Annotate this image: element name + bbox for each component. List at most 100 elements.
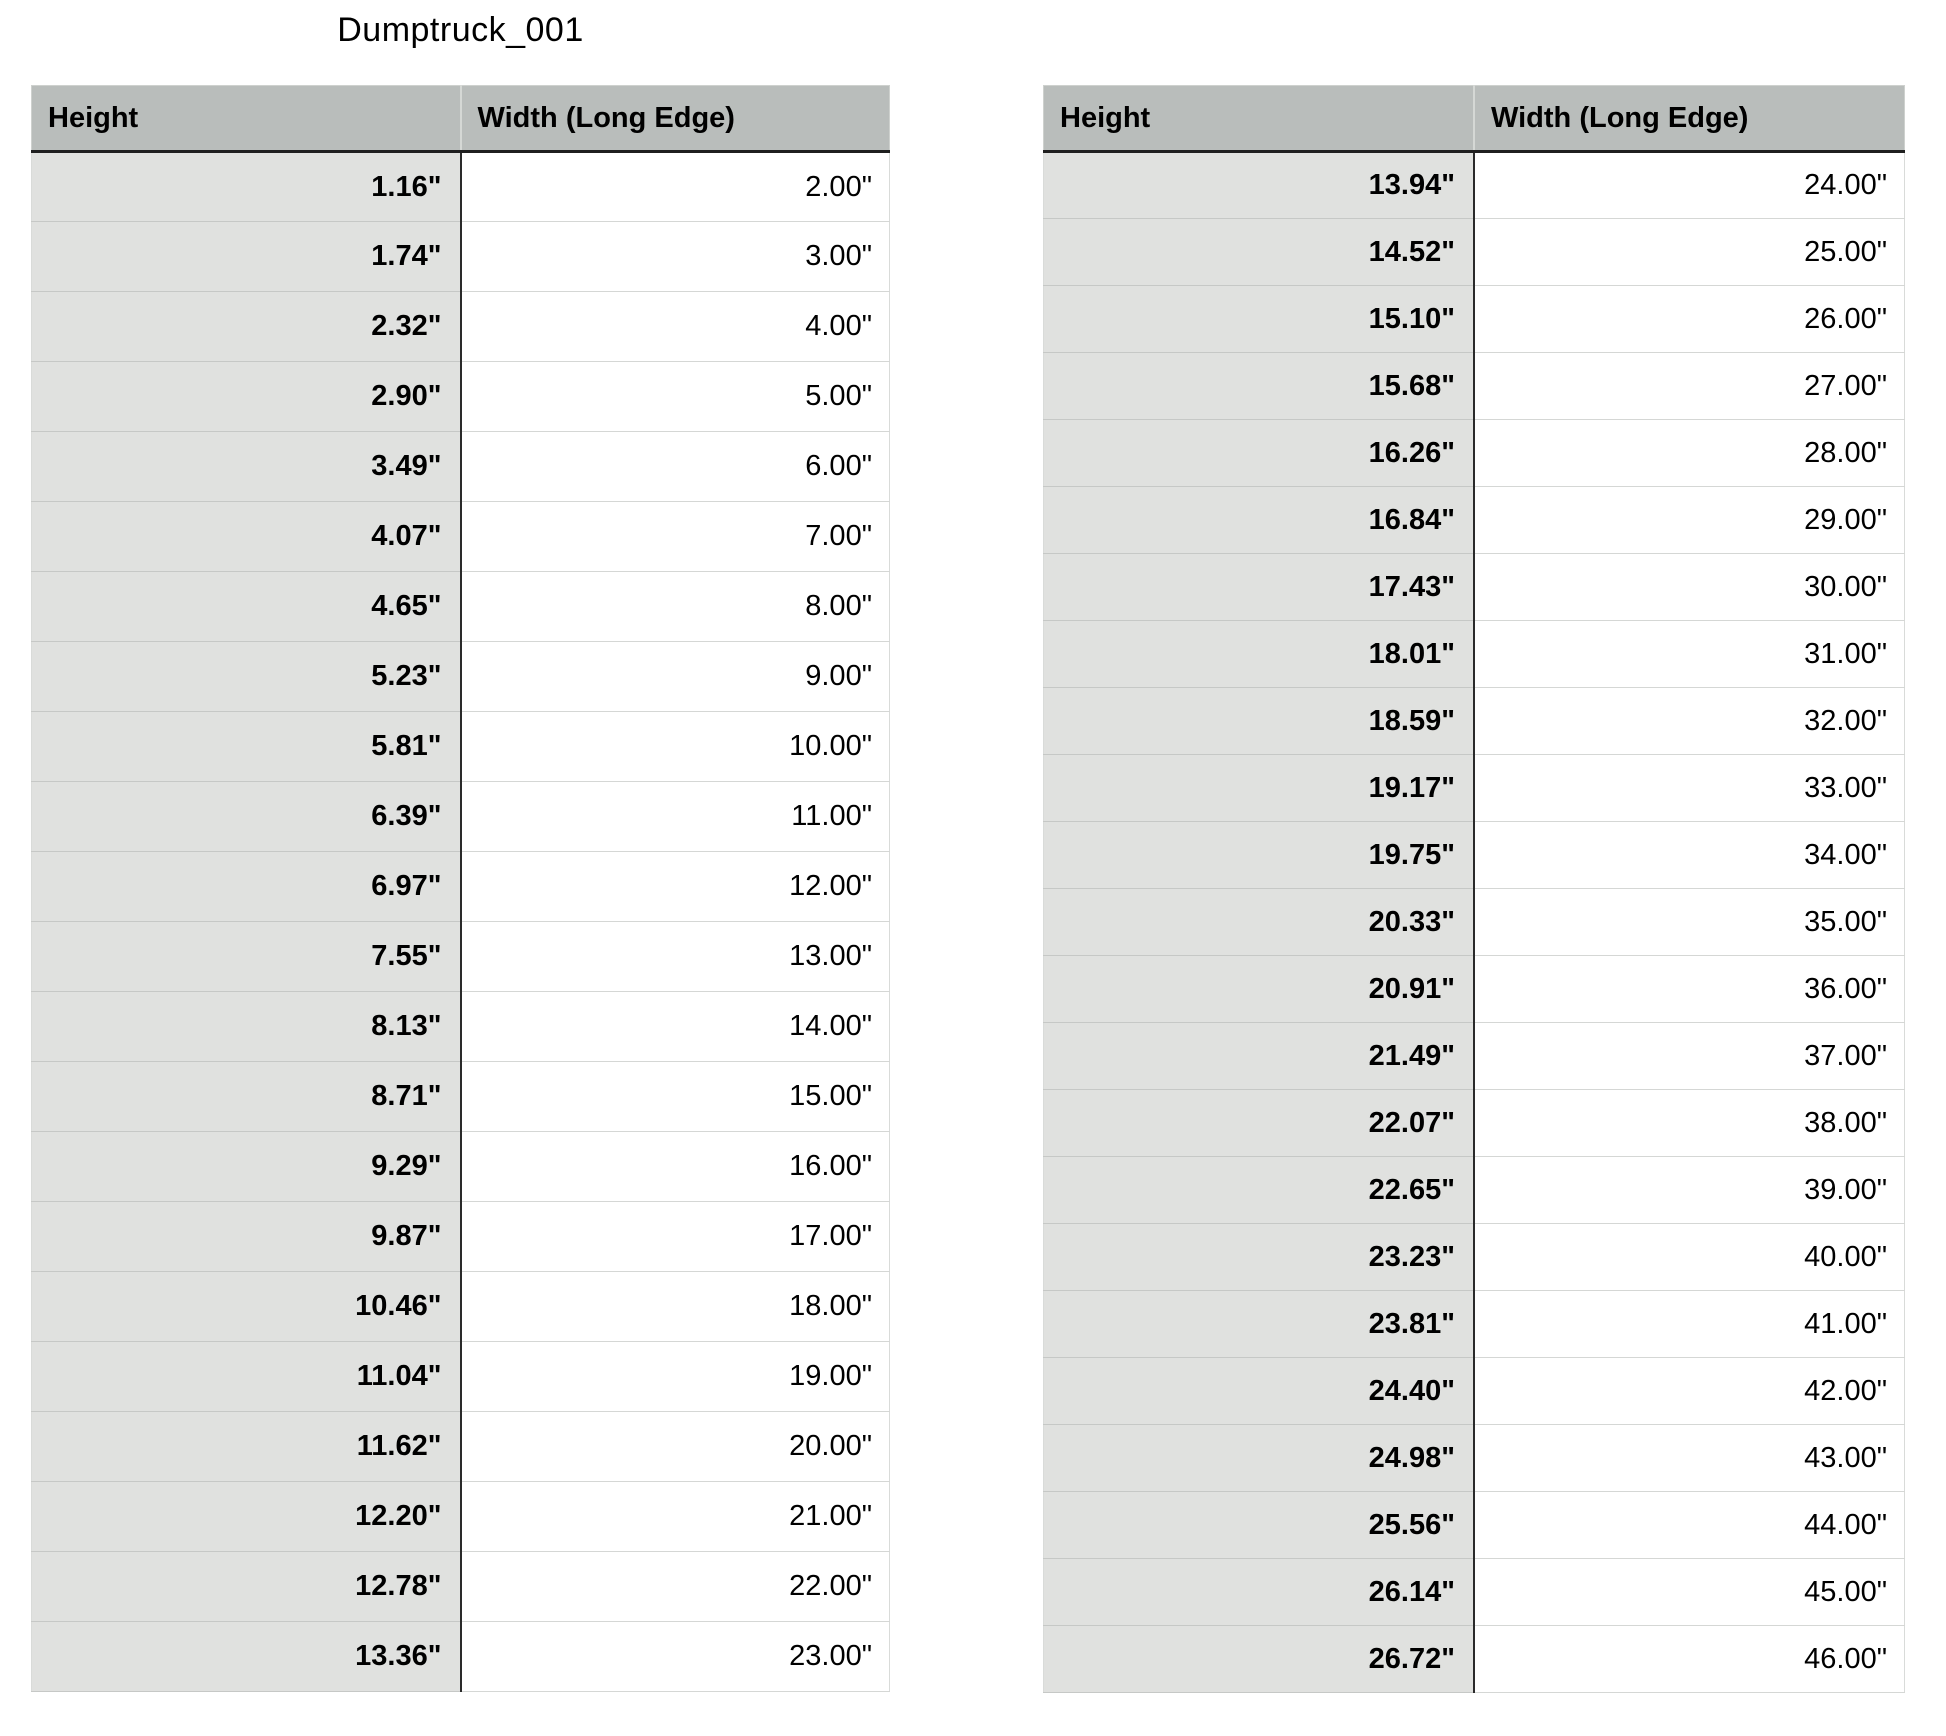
height-cell: 20.33" xyxy=(1043,888,1475,956)
table-row: 22.65" 39.00" xyxy=(1043,1156,1905,1224)
height-cell: 26.72" xyxy=(1043,1625,1475,1693)
width-cell: 43.00" xyxy=(1474,1424,1905,1492)
height-cell: 9.87" xyxy=(31,1201,462,1272)
height-cell: 25.56" xyxy=(1043,1491,1475,1559)
height-cell: 11.62" xyxy=(31,1411,462,1482)
width-cell: 21.00" xyxy=(460,1481,890,1552)
height-cell: 14.52" xyxy=(1043,218,1475,286)
column-header-height: Height xyxy=(1043,85,1475,153)
table-row: 15.10" 26.00" xyxy=(1043,285,1905,353)
table-row: 9.29" 16.00" xyxy=(31,1131,890,1202)
height-cell: 5.81" xyxy=(31,711,462,782)
width-cell: 5.00" xyxy=(460,361,890,432)
table-row: 1.74" 3.00" xyxy=(31,221,890,292)
width-cell: 33.00" xyxy=(1474,754,1905,822)
height-cell: 12.78" xyxy=(31,1551,462,1622)
width-cell: 13.00" xyxy=(460,921,890,992)
height-cell: 23.23" xyxy=(1043,1223,1475,1291)
width-cell: 16.00" xyxy=(460,1131,890,1202)
width-cell: 14.00" xyxy=(460,991,890,1062)
width-cell: 39.00" xyxy=(1474,1156,1905,1224)
height-cell: 20.91" xyxy=(1043,955,1475,1023)
height-cell: 2.32" xyxy=(31,291,462,362)
height-cell: 3.49" xyxy=(31,431,462,502)
width-cell: 29.00" xyxy=(1474,486,1905,554)
width-cell: 45.00" xyxy=(1474,1558,1905,1626)
table-row: 16.26" 28.00" xyxy=(1043,419,1905,487)
width-cell: 3.00" xyxy=(460,221,890,292)
table-row: 7.55" 13.00" xyxy=(31,921,890,992)
width-cell: 12.00" xyxy=(460,851,890,922)
width-cell: 25.00" xyxy=(1474,218,1905,286)
table-row: 20.91" 36.00" xyxy=(1043,955,1905,1023)
table-row: 19.17" 33.00" xyxy=(1043,754,1905,822)
table-row: 14.52" 25.00" xyxy=(1043,218,1905,286)
column-header-width: Width (Long Edge) xyxy=(1474,85,1905,153)
height-cell: 22.07" xyxy=(1043,1089,1475,1157)
height-cell: 2.90" xyxy=(31,361,462,432)
width-cell: 8.00" xyxy=(460,571,890,642)
table-row: 3.49" 6.00" xyxy=(31,431,890,502)
table-row: 5.81" 10.00" xyxy=(31,711,890,782)
height-cell: 18.01" xyxy=(1043,620,1475,688)
width-cell: 37.00" xyxy=(1474,1022,1905,1090)
table-row: 24.98" 43.00" xyxy=(1043,1424,1905,1492)
width-cell: 28.00" xyxy=(1474,419,1905,487)
table-row: 13.94" 24.00" xyxy=(1043,151,1905,219)
width-cell: 23.00" xyxy=(460,1621,890,1692)
width-cell: 4.00" xyxy=(460,291,890,362)
height-cell: 22.65" xyxy=(1043,1156,1475,1224)
width-cell: 36.00" xyxy=(1474,955,1905,1023)
table-row: 5.23" 9.00" xyxy=(31,641,890,712)
table-row: 6.97" 12.00" xyxy=(31,851,890,922)
width-cell: 20.00" xyxy=(460,1411,890,1482)
header-row: Height Width (Long Edge) xyxy=(31,85,890,153)
table-row: 23.81" 41.00" xyxy=(1043,1290,1905,1358)
column-header-height: Height xyxy=(31,85,462,153)
height-cell: 4.07" xyxy=(31,501,462,572)
table-row: 21.49" 37.00" xyxy=(1043,1022,1905,1090)
height-cell: 5.23" xyxy=(31,641,462,712)
page-title: Dumptruck_001 xyxy=(337,11,584,49)
height-cell: 15.68" xyxy=(1043,352,1475,420)
table-row: 26.72" 46.00" xyxy=(1043,1625,1905,1693)
table-row: 17.43" 30.00" xyxy=(1043,553,1905,621)
width-cell: 17.00" xyxy=(460,1201,890,1272)
width-cell: 31.00" xyxy=(1474,620,1905,688)
height-cell: 19.75" xyxy=(1043,821,1475,889)
height-cell: 10.46" xyxy=(31,1271,462,1342)
table-row: 12.78" 22.00" xyxy=(31,1551,890,1622)
table-row: 8.13" 14.00" xyxy=(31,991,890,1062)
table-row: 11.62" 20.00" xyxy=(31,1411,890,1482)
width-cell: 22.00" xyxy=(460,1551,890,1622)
table-row: 19.75" 34.00" xyxy=(1043,821,1905,889)
table-row: 11.04" 19.00" xyxy=(31,1341,890,1412)
width-cell: 24.00" xyxy=(1474,151,1905,219)
height-cell: 21.49" xyxy=(1043,1022,1475,1090)
height-cell: 17.43" xyxy=(1043,553,1475,621)
height-cell: 24.98" xyxy=(1043,1424,1475,1492)
width-cell: 35.00" xyxy=(1474,888,1905,956)
height-cell: 6.39" xyxy=(31,781,462,852)
width-cell: 10.00" xyxy=(460,711,890,782)
width-cell: 30.00" xyxy=(1474,553,1905,621)
height-cell: 8.71" xyxy=(31,1061,462,1132)
size-table-left: Height Width (Long Edge) 1.16" 2.00" 1.74"… xyxy=(31,85,890,1692)
table-row: 10.46" 18.00" xyxy=(31,1271,890,1342)
table-row: 9.87" 17.00" xyxy=(31,1201,890,1272)
height-cell: 4.65" xyxy=(31,571,462,642)
size-table-right: Height Width (Long Edge) 13.94" 24.00" 14.… xyxy=(1043,85,1905,1693)
height-cell: 9.29" xyxy=(31,1131,462,1202)
table-row: 12.20" 21.00" xyxy=(31,1481,890,1552)
width-cell: 34.00" xyxy=(1474,821,1905,889)
height-cell: 18.59" xyxy=(1043,687,1475,755)
table-row: 18.59" 32.00" xyxy=(1043,687,1905,755)
table-row: 4.07" 7.00" xyxy=(31,501,890,572)
height-cell: 1.74" xyxy=(31,221,462,292)
height-cell: 23.81" xyxy=(1043,1290,1475,1358)
table-row: 18.01" 31.00" xyxy=(1043,620,1905,688)
height-cell: 19.17" xyxy=(1043,754,1475,822)
table-row: 4.65" 8.00" xyxy=(31,571,890,642)
width-cell: 11.00" xyxy=(460,781,890,852)
height-cell: 13.36" xyxy=(31,1621,462,1692)
